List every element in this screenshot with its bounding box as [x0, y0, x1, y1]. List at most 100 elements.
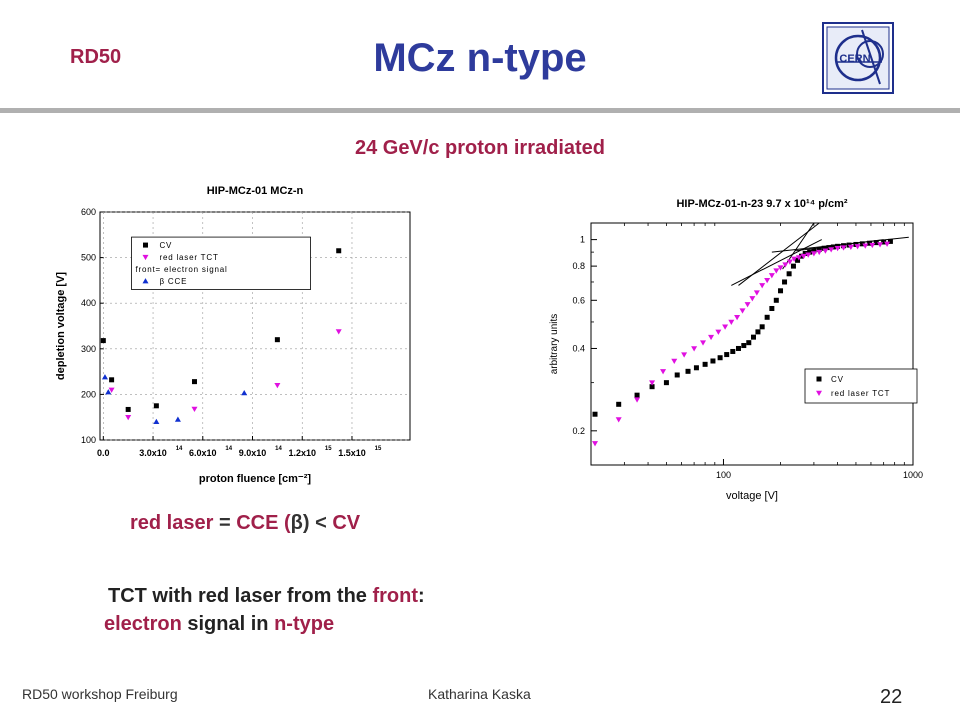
chart2-point — [887, 238, 893, 244]
chart2-point — [795, 255, 802, 261]
statement-red-laser: red laser — [130, 512, 214, 534]
tct-note-line2: electron signal in n-type — [104, 613, 334, 636]
comparison-statement: red laser = CCE (β) < CV — [130, 512, 360, 535]
chart1-point — [153, 418, 160, 425]
tct-note-front: front — [372, 585, 419, 607]
chart1-point — [108, 387, 115, 393]
chart2-point — [634, 392, 640, 398]
chart2-point — [674, 372, 680, 378]
chart2-xtick-label: 1000 — [903, 470, 923, 480]
chart2-xlabel: voltage [V] — [726, 490, 778, 502]
chart2-legend-label: CV — [831, 375, 844, 384]
statement-less-than: ) < — [302, 512, 333, 534]
chart1-xtick-exp: 15 — [375, 446, 382, 452]
chart2-point — [649, 384, 655, 390]
chart2-point — [671, 358, 678, 364]
chart1-point — [100, 338, 106, 344]
chart1-legend: CV red laser TCT front= electron signal β C… — [131, 236, 311, 290]
chart2-point — [873, 240, 879, 246]
chart1-point — [125, 414, 132, 421]
chart1-xtick-label: 0.0 — [97, 448, 110, 458]
chart2-point — [715, 329, 722, 335]
chart2-point — [816, 247, 822, 253]
tct-note-colon: : — [418, 585, 425, 607]
chart1-ytick-label: 500 — [81, 253, 96, 263]
chart2-point — [828, 247, 835, 253]
chart2-legend-label: red laser TCT — [831, 389, 890, 398]
chart1-ytick-label: 100 — [81, 435, 96, 445]
chart1-xtick-exp: 14 — [275, 446, 282, 452]
slide-title: MCz n-type — [373, 36, 587, 80]
chart1-xtick-label: 1.2x10 — [288, 448, 316, 458]
chart2-point — [724, 352, 730, 358]
chart2-point — [592, 411, 598, 417]
chart2-point — [768, 273, 775, 279]
chart2-point — [649, 380, 656, 386]
chart2-point — [834, 245, 841, 252]
chart2-ytick-label: 0.2 — [572, 426, 585, 436]
chart1-xtick-label: 3.0x10 — [139, 448, 167, 458]
chart2-point — [786, 259, 793, 265]
tct-note-text: TCT with red laser from the — [108, 585, 373, 607]
chart2-point — [730, 348, 736, 354]
tct-note-electron: electron — [104, 613, 182, 635]
chart2-point — [764, 278, 771, 284]
chart2-legend-box — [804, 368, 918, 404]
chart1-point — [336, 248, 342, 254]
chart1-xtick-label: 6.0x10 — [189, 448, 217, 458]
chart2-point — [811, 248, 817, 254]
chart2-point — [691, 346, 698, 352]
chart1-xtick-label: 1.5x10 — [338, 448, 366, 458]
chart1-xlabel: proton fluence [cm⁻²] — [199, 473, 311, 485]
page-number: 22 — [880, 686, 903, 708]
chart2-point — [759, 283, 766, 289]
chart2-point — [685, 368, 691, 374]
chart2-point — [802, 250, 808, 256]
statement-equals: = — [213, 512, 237, 534]
chart2-point — [739, 308, 746, 314]
chart2-point — [773, 297, 779, 303]
depletion-voltage-chart: HIP-MCz-01 MCz-n 100 200 300 400 500 600 0.0 3.0… — [55, 185, 411, 485]
chart2-point — [750, 334, 756, 340]
chart1-title: HIP-MCz-01 MCz-n — [207, 185, 304, 197]
chart2-point — [790, 263, 796, 269]
chart2-ytick-label: 0.8 — [572, 261, 585, 271]
slide-subtitle: 24 GeV/c proton irradiated — [354, 137, 606, 159]
chart2-point — [759, 324, 765, 330]
chart2-point — [734, 315, 741, 321]
chart1-xtick-exp: 15 — [325, 446, 332, 452]
chart2-point — [735, 345, 741, 351]
chart2-series-triangle-down — [592, 241, 891, 447]
chart1-point — [335, 329, 342, 335]
chart2-point — [821, 245, 827, 251]
chart1-ytick-label: 200 — [81, 389, 96, 399]
chart2-point — [700, 340, 707, 346]
chart2-point — [616, 401, 622, 407]
chart2-point — [884, 241, 891, 247]
chart2-point — [786, 271, 792, 277]
chart2-ytick-label: 0.4 — [572, 343, 585, 353]
chart1-series-square — [100, 248, 342, 412]
chart2-point — [764, 314, 770, 320]
tct-note-ntype: n-type — [274, 613, 335, 635]
chart1-legend-marker — [142, 242, 148, 248]
chart2-point — [681, 352, 688, 358]
chart1-ytick-label: 600 — [81, 207, 96, 217]
chart1-xtick-exp: 14 — [225, 446, 232, 452]
chart2-point — [877, 242, 884, 248]
chart2-point — [755, 329, 761, 335]
chart2-legend-marker — [816, 390, 822, 396]
chart2-point — [708, 334, 715, 341]
chart2-point — [592, 441, 599, 447]
chart2-point — [693, 365, 699, 371]
chart2-point — [854, 244, 861, 250]
chart1-point — [109, 377, 115, 383]
chart2-legend: CV red laser TCT — [804, 368, 918, 404]
chart1-point — [101, 374, 108, 380]
chart1-point — [153, 403, 159, 409]
chart2-xtick-label: 100 — [716, 470, 731, 480]
tct-note-line1: TCT with red laser from the front: — [108, 585, 425, 608]
chart1-point — [241, 390, 248, 396]
footer-author: Katharina Kaska — [428, 686, 531, 702]
chart2-point — [722, 324, 729, 330]
